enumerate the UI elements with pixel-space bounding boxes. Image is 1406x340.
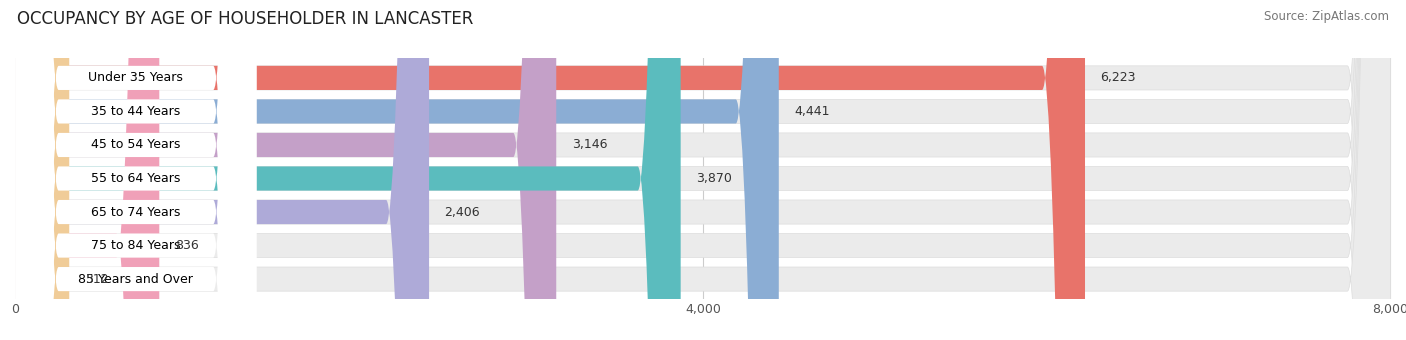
Text: OCCUPANCY BY AGE OF HOUSEHOLDER IN LANCASTER: OCCUPANCY BY AGE OF HOUSEHOLDER IN LANCA… [17, 10, 474, 28]
FancyBboxPatch shape [15, 0, 1391, 340]
Text: 836: 836 [174, 239, 198, 252]
FancyBboxPatch shape [15, 0, 1391, 340]
FancyBboxPatch shape [15, 0, 256, 340]
Text: 4,441: 4,441 [794, 105, 830, 118]
FancyBboxPatch shape [15, 0, 256, 340]
FancyBboxPatch shape [15, 0, 256, 340]
Text: Source: ZipAtlas.com: Source: ZipAtlas.com [1264, 10, 1389, 23]
FancyBboxPatch shape [15, 0, 1391, 340]
Text: 65 to 74 Years: 65 to 74 Years [91, 205, 180, 219]
Text: 312: 312 [84, 273, 108, 286]
FancyBboxPatch shape [15, 0, 557, 340]
Text: 2,406: 2,406 [444, 205, 481, 219]
Text: 85 Years and Over: 85 Years and Over [79, 273, 194, 286]
FancyBboxPatch shape [15, 0, 69, 340]
Text: 6,223: 6,223 [1101, 71, 1136, 84]
Text: 3,870: 3,870 [696, 172, 733, 185]
Text: 3,146: 3,146 [572, 138, 607, 152]
FancyBboxPatch shape [15, 0, 681, 340]
FancyBboxPatch shape [15, 0, 256, 340]
FancyBboxPatch shape [15, 0, 1391, 340]
FancyBboxPatch shape [15, 0, 256, 340]
FancyBboxPatch shape [15, 0, 1391, 340]
FancyBboxPatch shape [15, 0, 159, 340]
FancyBboxPatch shape [15, 0, 1391, 340]
FancyBboxPatch shape [15, 0, 779, 340]
FancyBboxPatch shape [15, 0, 256, 340]
FancyBboxPatch shape [15, 0, 1391, 340]
FancyBboxPatch shape [15, 0, 256, 340]
Text: 55 to 64 Years: 55 to 64 Years [91, 172, 180, 185]
Text: 35 to 44 Years: 35 to 44 Years [91, 105, 180, 118]
Text: Under 35 Years: Under 35 Years [89, 71, 183, 84]
FancyBboxPatch shape [15, 0, 1085, 340]
FancyBboxPatch shape [15, 0, 429, 340]
Text: 45 to 54 Years: 45 to 54 Years [91, 138, 180, 152]
Text: 75 to 84 Years: 75 to 84 Years [91, 239, 180, 252]
